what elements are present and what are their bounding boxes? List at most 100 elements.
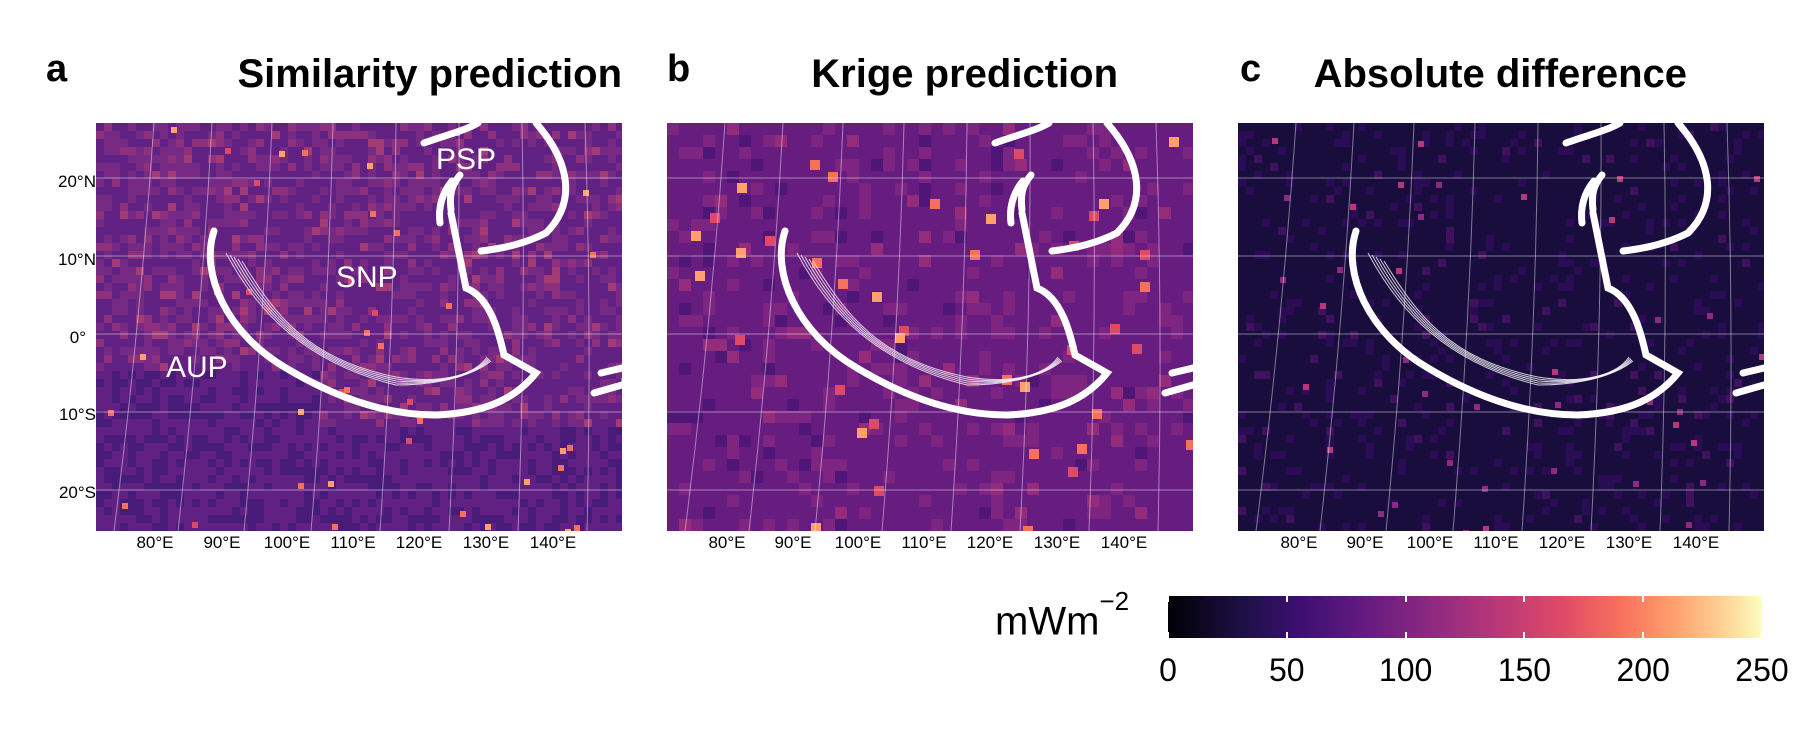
heat-flow-cell (584, 443, 592, 451)
heat-flow-cell (104, 251, 112, 259)
heat-flow-cell (931, 219, 943, 231)
heat-flow-cell (280, 299, 288, 307)
hot-spot (108, 410, 114, 416)
heat-flow-cell (907, 147, 919, 159)
heat-flow-cell (368, 299, 376, 307)
heat-flow-cell (592, 499, 600, 507)
heat-flow-cell (352, 467, 360, 475)
heat-flow-cell (296, 131, 304, 139)
heat-flow-cell (811, 375, 823, 387)
heat-flow-cell (931, 459, 943, 471)
heat-flow-cell (296, 299, 304, 307)
heat-flow-cell (96, 419, 104, 427)
heat-flow-cell (472, 227, 480, 235)
heat-flow-cell (240, 459, 248, 467)
heat-flow-cell (608, 307, 616, 315)
hot-spot (339, 389, 345, 395)
plate-boundary (206, 209, 542, 419)
heat-flow-cell (152, 387, 160, 395)
heat-flow-cell (120, 491, 128, 499)
heat-flow-cell (136, 347, 144, 355)
heat-flow-cell (128, 291, 136, 299)
heat-flow-cell (456, 459, 464, 467)
heat-flow-cell (464, 363, 472, 371)
heat-flow-cell (775, 207, 787, 219)
hot-spot (1099, 199, 1109, 209)
heat-flow-cell (384, 227, 392, 235)
heat-flow-cell (592, 467, 600, 475)
heat-flow-cell (496, 203, 504, 211)
heat-flow-cell (616, 131, 622, 139)
heat-flow-cell (168, 211, 176, 219)
heat-flow-cell (1051, 123, 1063, 135)
heat-flow-cell (1003, 435, 1015, 447)
heat-flow-cell (416, 171, 424, 179)
heat-flow-cell (811, 171, 823, 183)
heat-flow-cell (304, 411, 312, 419)
heat-flow-cell (296, 323, 304, 331)
heat-flow-cell (160, 123, 168, 131)
heat-flow-cell (787, 399, 799, 411)
hot-spot (298, 409, 304, 415)
heat-flow-cell (336, 155, 344, 163)
heat-flow-cell (1051, 267, 1063, 279)
heat-flow-cell (136, 387, 144, 395)
heat-flow-cell (979, 495, 991, 507)
heat-flow-cell (208, 411, 216, 419)
heat-flow-cell (859, 219, 871, 231)
heat-flow-cell (344, 451, 352, 459)
heat-flow-cell (288, 227, 296, 235)
heat-flow-cell (392, 307, 400, 315)
heat-flow-cell (272, 323, 280, 331)
heat-flow-cell (296, 307, 304, 315)
heat-flow-cell (667, 219, 679, 231)
heat-flow-cell (584, 195, 592, 203)
heat-flow-cell (384, 203, 392, 211)
heat-flow-cell (727, 279, 739, 291)
heat-flow-cell (360, 475, 368, 483)
heat-flow-cell (488, 395, 496, 403)
heat-flow-cell (112, 323, 120, 331)
heat-flow-cell (592, 163, 600, 171)
heat-flow-cell (408, 259, 416, 267)
heat-flow-cell (120, 427, 128, 435)
heat-flow-cell (184, 491, 192, 499)
heat-flow-cell (224, 243, 232, 251)
heat-flow-cell (200, 211, 208, 219)
heat-flow-cell (152, 171, 160, 179)
heat-flow-cell (264, 275, 272, 283)
heat-flow-cell (528, 155, 536, 163)
heat-flow-cell (1087, 219, 1099, 231)
heat-flow-cell (376, 139, 384, 147)
heat-flow-cell (1003, 339, 1015, 351)
heat-flow-cell (256, 339, 264, 347)
heat-flow-cell (552, 435, 560, 443)
heat-flow-cell (480, 307, 488, 315)
heat-flow-cell (480, 475, 488, 483)
heat-flow-cell (919, 243, 931, 255)
heat-flow-cell (568, 363, 576, 371)
heat-flow-cell (208, 123, 216, 131)
heat-flow-cell (703, 243, 715, 255)
heat-flow-cell (1051, 279, 1063, 291)
heat-flow-cell (691, 411, 703, 423)
heat-flow-cell (288, 235, 296, 243)
heat-flow-cell (871, 507, 883, 519)
heat-flow-cell (240, 443, 248, 451)
heat-flow-cell (907, 195, 919, 207)
heat-flow-cell (1003, 447, 1015, 459)
heat-flow-cell (512, 411, 520, 419)
heat-flow-cell (208, 475, 216, 483)
heat-flow-cell (1027, 423, 1039, 435)
heat-flow-cell (200, 491, 208, 499)
heat-flow-cell (544, 323, 552, 331)
heat-flow-cell (775, 435, 787, 447)
heat-flow-cell (128, 347, 136, 355)
heat-flow-cell (919, 447, 931, 459)
heat-flow-cell (715, 183, 727, 195)
heat-flow-cell (216, 283, 224, 291)
heat-flow-cell (667, 195, 679, 207)
heat-flow-cell (96, 155, 104, 163)
heat-flow-cell (584, 467, 592, 475)
heat-flow-cell (576, 387, 584, 395)
